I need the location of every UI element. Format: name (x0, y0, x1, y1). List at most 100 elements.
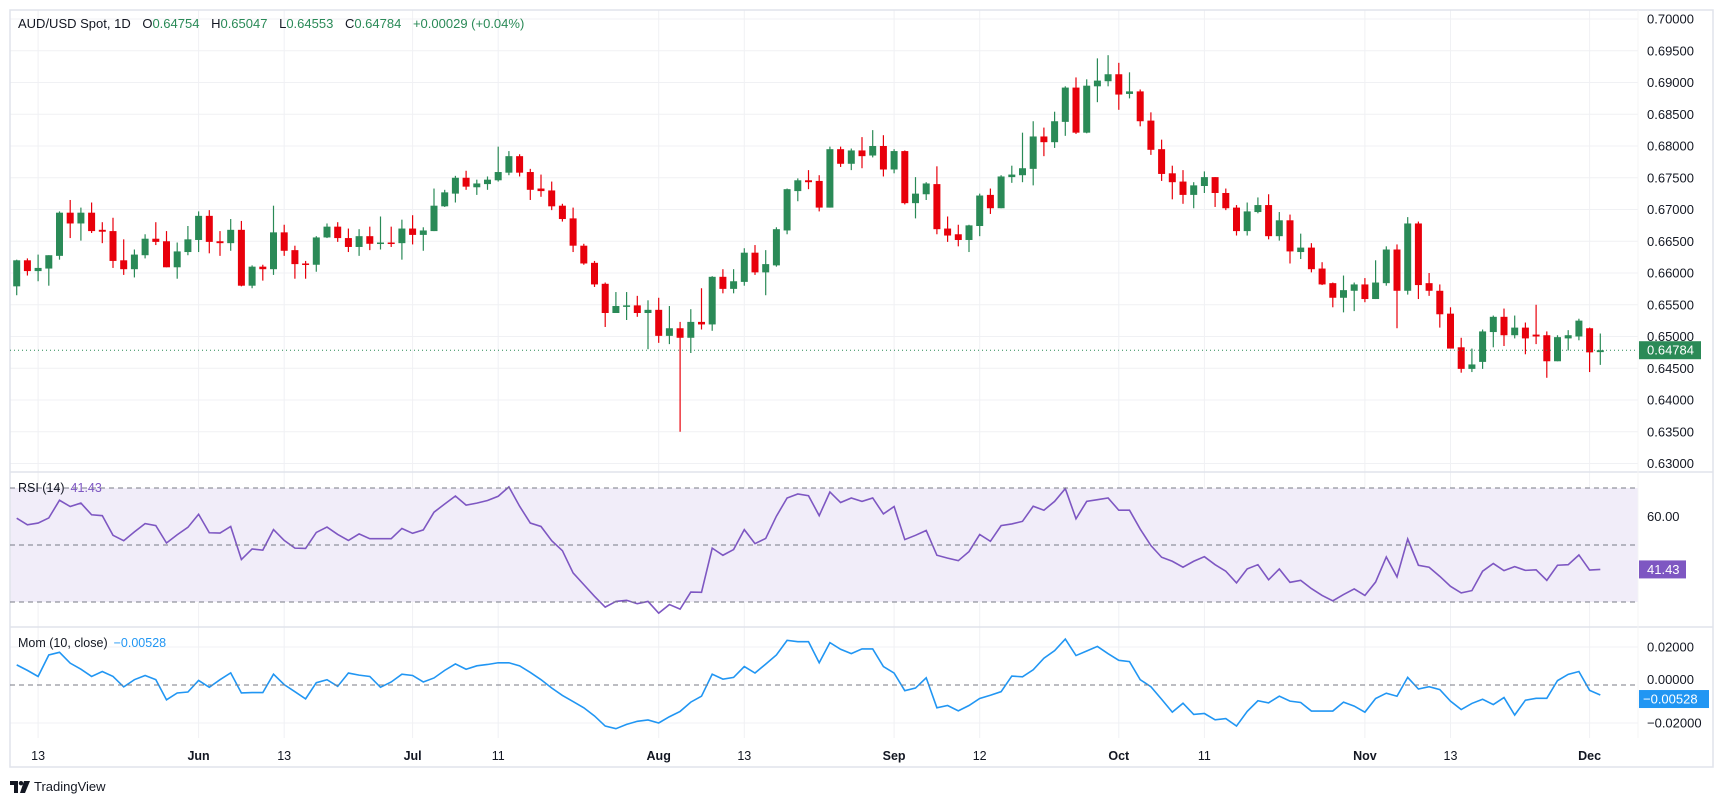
rsi-legend-value: 41.43 (70, 481, 102, 495)
candle-body (312, 237, 320, 265)
candle-body (1329, 283, 1337, 298)
last-price-label: 0.64784 (1647, 343, 1694, 358)
candle-body (516, 156, 524, 173)
price-axis-label: 0.66500 (1647, 234, 1694, 249)
price-axis-label: 0.65500 (1647, 297, 1694, 312)
candle-body (227, 229, 235, 244)
candle-body (387, 242, 395, 245)
candle-body (912, 193, 919, 204)
candle-body (1447, 313, 1454, 349)
candle-body (473, 183, 481, 188)
candle-body (698, 321, 705, 325)
candle-body (1104, 74, 1112, 82)
candle-body (762, 264, 770, 273)
momentum-line (16, 637, 1601, 730)
candle-body (1061, 87, 1069, 122)
time-axis-label: Dec (1578, 749, 1601, 763)
candle-body (1179, 181, 1187, 195)
candle-body (922, 183, 930, 195)
high-label: H (211, 16, 221, 31)
symbol-legend: AUD/USD Spot, 1D O0.64754 H0.65047 L0.64… (18, 16, 532, 31)
low-label: L (279, 16, 287, 31)
candle-body (837, 149, 845, 164)
candle-body (259, 266, 267, 270)
momentum-legend-name: Mom (10, close) (18, 636, 108, 650)
candle-body (152, 238, 160, 242)
open-value: 0.64754 (152, 16, 200, 31)
candle-body (772, 229, 780, 266)
candle-body (676, 328, 684, 338)
candle-body (109, 231, 117, 261)
candle-body (591, 262, 598, 285)
candle-body (88, 212, 96, 232)
candle-body (1243, 211, 1251, 232)
time-axis-label: 13 (277, 749, 291, 763)
candle-body (1126, 91, 1133, 94)
candle-body (1521, 327, 1529, 339)
candle-body (1425, 283, 1433, 291)
candle-body (66, 212, 74, 224)
candle-body (130, 254, 138, 270)
momentum-legend[interactable]: Mom (10, close) −0.00528 (18, 636, 166, 650)
candle-body (1489, 316, 1497, 333)
candle-body (163, 241, 170, 268)
candle-body (77, 212, 85, 224)
candle-body (569, 218, 577, 246)
momentum-legend-value: −0.00528 (113, 636, 167, 650)
candle-body (1158, 149, 1166, 174)
candle-body (944, 228, 952, 236)
candle-body (633, 305, 641, 314)
candle-body (1543, 335, 1551, 362)
candle-body (976, 195, 984, 227)
candle-body (1265, 205, 1273, 237)
candle-body (537, 188, 545, 192)
candle-body (323, 226, 331, 238)
candle-body (1575, 320, 1583, 337)
candle-body (740, 252, 748, 282)
candle-body (954, 234, 962, 240)
candle-body (1136, 91, 1144, 122)
candle-body (1404, 223, 1412, 291)
candle-body (484, 179, 491, 185)
candle-body (23, 260, 31, 272)
candle-body (173, 251, 181, 268)
axes: 0.70000 0.69500 0.69000 0.68500 0.68000 0.675… (10, 12, 1709, 763)
candle-body (45, 255, 53, 269)
candle-body (291, 250, 299, 265)
time-axis-label: 13 (1444, 749, 1458, 763)
chart-border (9, 9, 1714, 768)
candle-body (1511, 327, 1519, 336)
symbol-title[interactable]: AUD/USD Spot, 1D (18, 16, 131, 31)
candle-body (890, 151, 898, 170)
candle-body (1029, 136, 1037, 169)
tradingview-logo-text: TradingView (34, 779, 106, 794)
time-axis-label: 11 (492, 749, 505, 763)
candle-body (494, 172, 502, 181)
candle-body (1414, 223, 1422, 286)
tradingview-branding[interactable]: TradingView (10, 779, 106, 794)
rsi-series (16, 485, 1601, 615)
candle-body (826, 149, 834, 208)
candle-body (430, 205, 438, 232)
gridlines (10, 10, 1638, 738)
candle-body (280, 232, 288, 251)
candle-body (334, 226, 342, 239)
candle-body (1040, 136, 1048, 143)
candle-body (1200, 177, 1208, 187)
candle-body (794, 180, 802, 192)
momentum-axis-label: 0.00000 (1647, 672, 1694, 687)
candle-body (1254, 205, 1262, 213)
price-axis-label: 0.65000 (1647, 329, 1694, 344)
rsi-legend[interactable]: RSI (14) 41.43 (18, 481, 102, 495)
candle-body (1457, 347, 1465, 369)
candle-body (783, 189, 791, 231)
price-axis-label: 0.66000 (1647, 266, 1694, 281)
candle-body (1596, 350, 1604, 353)
low-value: 0.64553 (286, 16, 334, 31)
time-axis-label: Aug (647, 749, 671, 763)
rsi-axis-label: 60.00 (1647, 509, 1680, 524)
rsi-value-badge (1639, 560, 1686, 579)
candle-body (1318, 268, 1326, 285)
time-axis-label: Sep (883, 749, 906, 763)
